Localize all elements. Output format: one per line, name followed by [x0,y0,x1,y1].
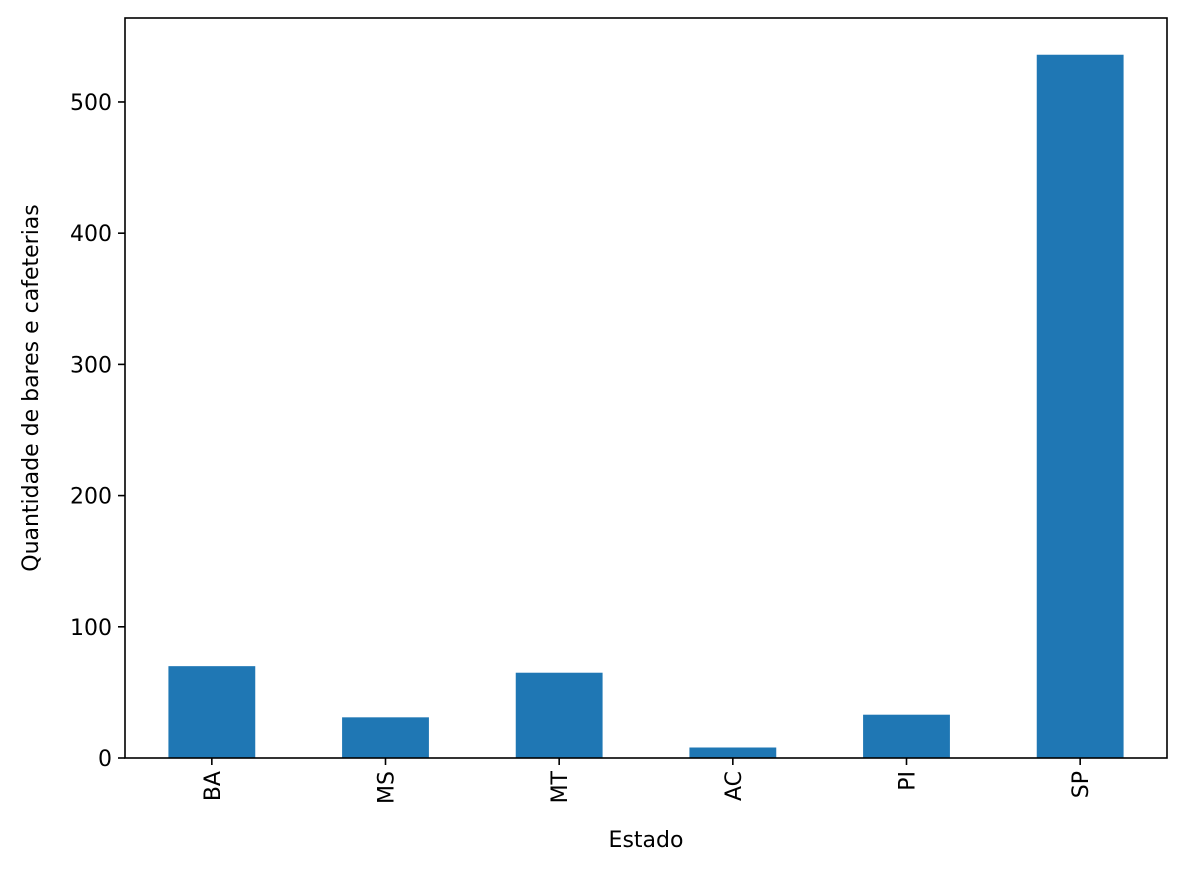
x-tick-label: BA [201,771,226,801]
bar-sp [1036,54,1124,758]
x-tick-label: MT [548,770,573,803]
bar-pi [863,714,950,758]
y-tick-label: 0 [98,747,112,772]
y-tick-label: 200 [70,485,112,510]
x-tick-label: AC [722,771,747,801]
bar-ms [342,717,429,758]
x-tick-label: SP [1069,771,1094,798]
bar-ba [168,666,256,758]
bar-ac [689,747,777,758]
x-tick-label: PI [896,771,921,791]
x-axis-label: Estado [609,828,684,853]
x-tick-label: MS [375,771,400,804]
y-tick-label: 500 [70,91,112,116]
bar-mt [515,672,603,758]
y-tick-label: 100 [70,616,112,641]
y-tick-label: 400 [70,222,112,247]
y-tick-label: 300 [70,353,112,378]
y-axis-label: Quantidade de bares e cafeterias [19,204,44,572]
plot-frame [124,17,1168,759]
